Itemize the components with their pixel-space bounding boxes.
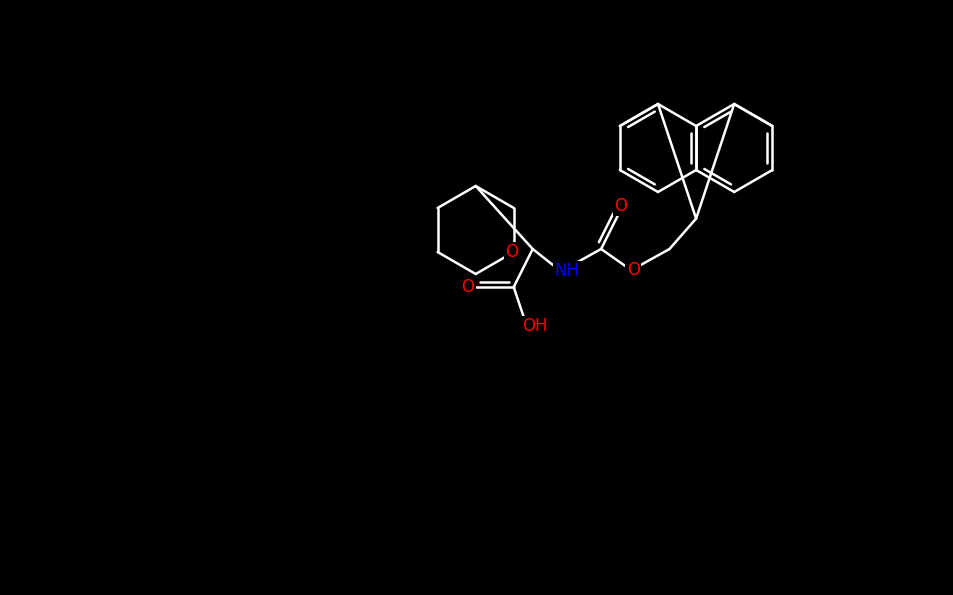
Text: NH: NH — [554, 262, 578, 280]
Text: O: O — [614, 197, 627, 215]
Text: OH: OH — [522, 317, 547, 335]
Text: O: O — [460, 278, 474, 296]
Text: O: O — [626, 261, 639, 279]
Text: O: O — [505, 243, 517, 261]
